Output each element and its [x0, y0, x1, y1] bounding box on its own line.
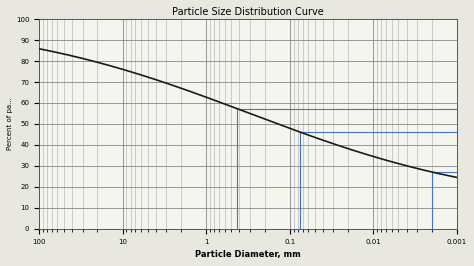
X-axis label: Particle Diameter, mm: Particle Diameter, mm [195, 250, 301, 259]
Y-axis label: Percent of pa...: Percent of pa... [7, 98, 13, 150]
Title: Particle Size Distribution Curve: Particle Size Distribution Curve [172, 7, 324, 17]
